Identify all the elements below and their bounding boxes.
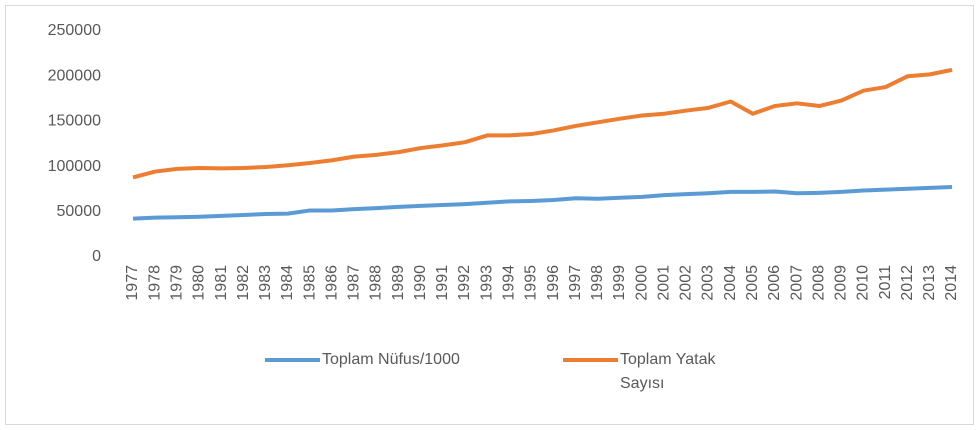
legend-item: Toplam Nüfus/1000 xyxy=(265,348,460,372)
x-tick-label: 2001 xyxy=(655,265,672,301)
y-tick-label: 150000 xyxy=(48,113,101,130)
x-tick-label: 2000 xyxy=(633,265,650,301)
x-tick-label: 1993 xyxy=(478,265,495,301)
x-tick-label: 1991 xyxy=(434,265,451,301)
x-tick-label: 1995 xyxy=(523,265,540,301)
x-tick-label: 1988 xyxy=(368,265,385,301)
y-tick-label: 200000 xyxy=(48,67,101,84)
y-tick-label: 100000 xyxy=(48,158,101,175)
x-tick-label: 1998 xyxy=(589,265,606,301)
x-tick-label: 2009 xyxy=(833,265,850,301)
x-tick-label: 1984 xyxy=(279,265,296,301)
x-tick-label: 2004 xyxy=(722,265,739,301)
x-tick-label: 2013 xyxy=(921,265,938,301)
x-tick-label: 2007 xyxy=(788,265,805,301)
x-tick-label: 1989 xyxy=(390,265,407,301)
x-tick-label: 2006 xyxy=(766,265,783,301)
x-tick-label: 1980 xyxy=(191,265,208,301)
legend-swatch xyxy=(563,358,618,362)
x-tick-label: 2014 xyxy=(943,265,960,301)
x-tick-label: 1986 xyxy=(323,265,340,301)
x-tick-label: 1999 xyxy=(611,265,628,301)
y-tick-label: 0 xyxy=(92,248,101,265)
x-tick-label: 1996 xyxy=(545,265,562,301)
x-tick-label: 1994 xyxy=(501,265,518,301)
x-tick-label: 1983 xyxy=(257,265,274,301)
legend-item: Toplam Yatak Sayısı xyxy=(563,348,740,396)
x-tick-label: 2003 xyxy=(700,265,717,301)
x-tick-label: 1981 xyxy=(213,265,230,301)
legend-label: Toplam Nüfus/1000 xyxy=(322,351,460,368)
x-tick-label: 2002 xyxy=(678,265,695,301)
x-tick-label: 2005 xyxy=(744,265,761,301)
x-tick-label: 1987 xyxy=(346,265,363,301)
y-tick-label: 250000 xyxy=(48,22,101,39)
x-tick-label: 1997 xyxy=(567,265,584,301)
series-line xyxy=(132,67,953,180)
x-tick-label: 1977 xyxy=(124,265,141,301)
x-tick-label: 1992 xyxy=(456,265,473,301)
legend-label: Toplam Yatak Sayısı xyxy=(620,351,716,392)
y-tick-label: 50000 xyxy=(57,203,102,220)
x-tick-label: 2011 xyxy=(877,265,894,300)
x-tick-label: 1985 xyxy=(301,265,318,301)
x-tick-label: 2010 xyxy=(855,265,872,301)
x-tick-label: 1978 xyxy=(146,265,163,301)
x-tick-label: 2012 xyxy=(899,265,916,301)
series-line xyxy=(132,184,953,221)
legend-swatch xyxy=(265,358,320,362)
x-tick-label: 1990 xyxy=(412,265,429,301)
x-tick-label: 1982 xyxy=(235,265,252,301)
x-tick-label: 1979 xyxy=(168,265,185,301)
chart-border xyxy=(5,5,974,425)
x-tick-label: 2008 xyxy=(810,265,827,301)
